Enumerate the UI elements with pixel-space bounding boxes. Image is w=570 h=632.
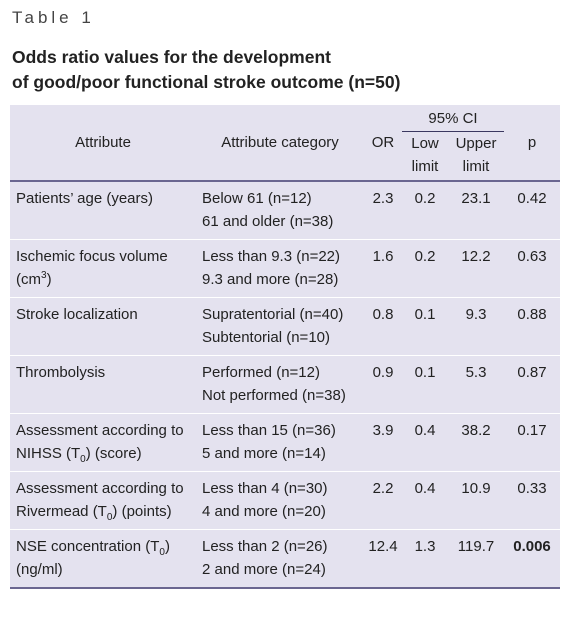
low-cell: 0.2 xyxy=(414,190,436,207)
category-cell: Less than 4 (n=30) 4 and more (n=20) xyxy=(196,472,364,530)
or-cell: 2.3 xyxy=(372,190,394,207)
table-row: Assessment according to NIHSS (T0) (scor… xyxy=(10,413,561,472)
or-cell: 12.4 xyxy=(368,538,398,555)
category: Less than 15 (n=36) xyxy=(202,422,336,439)
attribute-cell: Thrombolysis xyxy=(10,356,196,414)
or-cell: 0.9 xyxy=(372,364,394,381)
header-cell: p xyxy=(527,134,537,151)
low-cell: 0.4 xyxy=(414,480,436,497)
attribute-cell: Patients’ age (years) xyxy=(10,181,196,240)
category: 61 and older (n=38) xyxy=(202,213,334,230)
title-line: of good/poor functional stroke outcome (… xyxy=(12,72,401,92)
category-cell: Less than 2 (n=26) 2 and more (n=24) xyxy=(196,530,364,589)
p-cell: 0.88 xyxy=(517,306,547,323)
text: ) (points) xyxy=(112,503,172,520)
p-cell: 0.006 xyxy=(513,538,551,555)
category: Below 61 (n=12) xyxy=(202,190,312,207)
category-cell: Supratentorial (n=40) Subtentorial (n=10) xyxy=(196,298,364,356)
header-cell: 95% CI xyxy=(402,105,505,132)
upper-cell: 119.7 xyxy=(457,538,495,555)
category: 9.3 and more (n=28) xyxy=(202,271,339,288)
p-cell: 0.63 xyxy=(517,248,547,265)
low-cell: 0.1 xyxy=(414,364,436,381)
low-cell: 0.4 xyxy=(414,422,436,439)
header-cell: Low limit xyxy=(411,135,439,175)
header-cell: Upper limit xyxy=(455,135,497,175)
p-cell: 0.42 xyxy=(517,190,547,207)
subscript: 0 xyxy=(159,547,165,558)
upper-cell: 12.2 xyxy=(461,248,491,265)
subscript: 0 xyxy=(106,512,113,523)
category: Less than 4 (n=30) xyxy=(202,480,328,497)
or-cell: 1.6 xyxy=(372,248,394,265)
p-cell: 0.87 xyxy=(517,364,547,381)
text: Assessment according to NIHSS (T xyxy=(16,422,184,462)
p-cell: 0.17 xyxy=(517,422,547,439)
header-cell: OR xyxy=(371,134,395,151)
header-cell: Attribute category xyxy=(221,134,339,151)
low-cell: 1.3 xyxy=(414,538,436,555)
or-cell: 0.8 xyxy=(372,306,394,323)
text: Stroke localization xyxy=(16,306,138,323)
table-row: Ischemic focus volume (cm3) Less than 9.3… xyxy=(10,239,561,298)
category: Subtentorial (n=10) xyxy=(202,329,330,346)
or-cell: 2.2 xyxy=(372,480,394,497)
category: Not performed (n=38) xyxy=(202,387,346,404)
superscript: 3 xyxy=(41,270,47,281)
low-cell: 0.2 xyxy=(414,248,436,265)
text: ) (ng/ml) xyxy=(16,538,170,578)
upper-cell: 9.3 xyxy=(465,306,487,323)
category: Less than 9.3 (n=22) xyxy=(202,248,341,265)
category: 5 and more (n=14) xyxy=(202,445,326,462)
category: Performed (n=12) xyxy=(202,364,320,381)
title-line: Odds ratio values for the development xyxy=(12,47,331,67)
table-head: Attribute Attribute category OR 95% CI p… xyxy=(10,105,561,182)
category-cell: Less than 9.3 (n=22) 9.3 and more (n=28) xyxy=(196,240,364,298)
category: Supratentorial (n=40) xyxy=(202,306,344,323)
header-cell: Attribute xyxy=(75,134,131,151)
attribute-cell: Assessment according to Rivermead (T0) (… xyxy=(10,472,196,530)
category: 2 and more (n=24) xyxy=(202,561,326,578)
table-row: Patients’ age (years) Below 61 (n=12) 61 a… xyxy=(10,181,560,240)
attribute-cell: Stroke localization xyxy=(10,298,196,356)
text: Assessment according to Rivermead (T xyxy=(16,480,184,520)
category-cell: Below 61 (n=12) 61 and older (n=38) xyxy=(196,181,364,240)
header-row: Attribute Attribute category OR 95% CI p xyxy=(10,105,560,151)
or-cell: 3.9 xyxy=(372,422,394,439)
category: 4 and more (n=20) xyxy=(202,503,326,520)
table: Attribute Attribute category OR 95% CI p… xyxy=(10,105,561,589)
table-row: Thrombolysis Performed (n=12) Not performe… xyxy=(10,355,561,414)
table-body: Patients’ age (years) Below 61 (n=12) 61 a… xyxy=(10,181,561,589)
attribute-cell: NSE concentration (T0) (ng/ml) xyxy=(10,530,196,589)
category-cell: Less than 15 (n=36) 5 and more (n=14) xyxy=(196,414,364,472)
text: Ischemic focus volume (cm xyxy=(16,248,168,288)
p-cell: 0.33 xyxy=(517,480,547,497)
text: Patients’ age (years) xyxy=(16,190,154,207)
attribute-cell: Ischemic focus volume (cm3) xyxy=(10,240,196,298)
table-row: Assessment according to Rivermead (T0) (… xyxy=(10,471,561,530)
upper-cell: 10.9 xyxy=(461,480,491,497)
upper-cell: 38.2 xyxy=(461,422,491,439)
upper-cell: 23.1 xyxy=(461,190,491,207)
table-label: Table 1 xyxy=(12,8,95,27)
upper-cell: 5.3 xyxy=(465,364,487,381)
text: ) xyxy=(46,271,52,288)
text: ) (score) xyxy=(85,445,142,462)
text: NSE concentration (T xyxy=(16,538,160,555)
category: Less than 2 (n=26) xyxy=(202,538,328,555)
table-row: NSE concentration (T0) (ng/ml) Less than … xyxy=(10,529,561,589)
subscript: 0 xyxy=(80,454,86,465)
attribute-cell: Assessment according to NIHSS (T0) (scor… xyxy=(10,414,196,472)
table-row: Stroke localization Supratentorial (n=40)… xyxy=(10,297,561,356)
header-row: Low limit Upper limit xyxy=(10,132,560,182)
category-cell: Performed (n=12) Not performed (n=38) xyxy=(196,356,364,414)
text: Thrombolysis xyxy=(16,364,106,381)
table-title: Odds ratio values for the development of… xyxy=(12,45,552,95)
low-cell: 0.1 xyxy=(414,306,436,323)
